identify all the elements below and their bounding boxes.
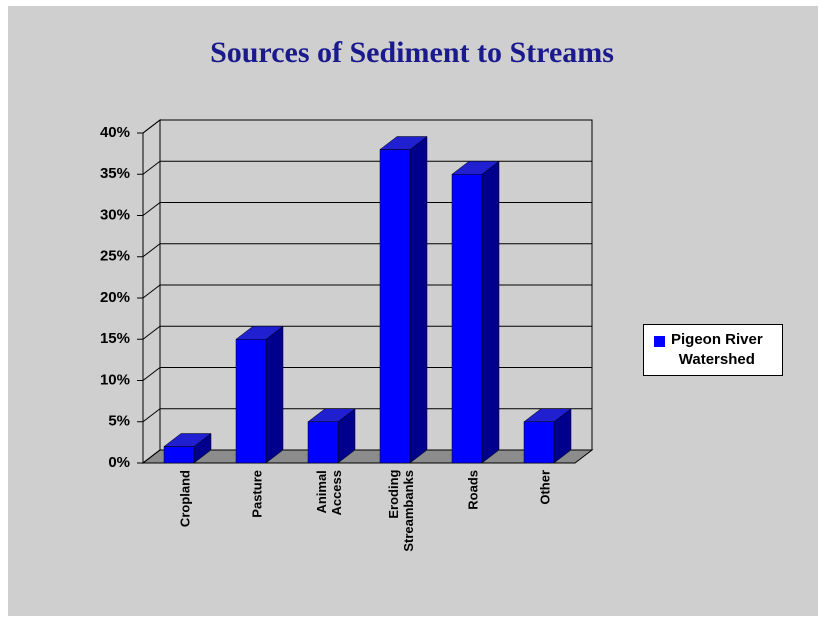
grid-line — [142, 202, 161, 216]
bar-side — [409, 135, 428, 464]
x-tick-label: Other — [537, 470, 553, 505]
bar — [235, 339, 267, 464]
y-tick-label: 25% — [100, 248, 130, 265]
grid-line — [142, 449, 161, 464]
grid-line — [142, 325, 161, 340]
legend-label: Pigeon River Watershed — [671, 331, 763, 368]
y-tick-label: 20% — [100, 289, 130, 306]
grid-line — [142, 243, 161, 258]
y-tick-label: 5% — [108, 413, 130, 430]
y-tick-label: 0% — [108, 454, 130, 471]
bar-side — [265, 325, 284, 464]
y-tick-label: 35% — [100, 165, 130, 182]
x-tick-label: Eroding Streambanks — [386, 470, 416, 552]
legend: Pigeon River Watershed — [643, 324, 783, 376]
bar — [307, 421, 339, 464]
y-tick-label: 40% — [100, 124, 130, 141]
y-tick-label: 30% — [100, 206, 130, 223]
grid-line — [142, 160, 161, 175]
x-tick-label: Pasture — [249, 470, 265, 518]
bar — [163, 446, 195, 464]
legend-swatch — [654, 336, 665, 347]
grid-line — [142, 119, 161, 134]
grid-line — [142, 367, 161, 381]
grid-line — [142, 408, 161, 423]
y-tick-label: 15% — [100, 330, 130, 347]
bar — [379, 149, 411, 464]
bar-side — [481, 160, 500, 464]
x-tick-label: Roads — [465, 470, 481, 510]
grid-line — [142, 284, 161, 299]
bar — [451, 174, 483, 464]
x-tick-label: Animal Access — [314, 470, 344, 516]
chart-title: Sources of Sediment to Streams — [210, 36, 614, 69]
x-tick-label: Cropland — [177, 470, 193, 528]
y-tick-label: 10% — [100, 371, 130, 388]
bar — [523, 421, 555, 464]
